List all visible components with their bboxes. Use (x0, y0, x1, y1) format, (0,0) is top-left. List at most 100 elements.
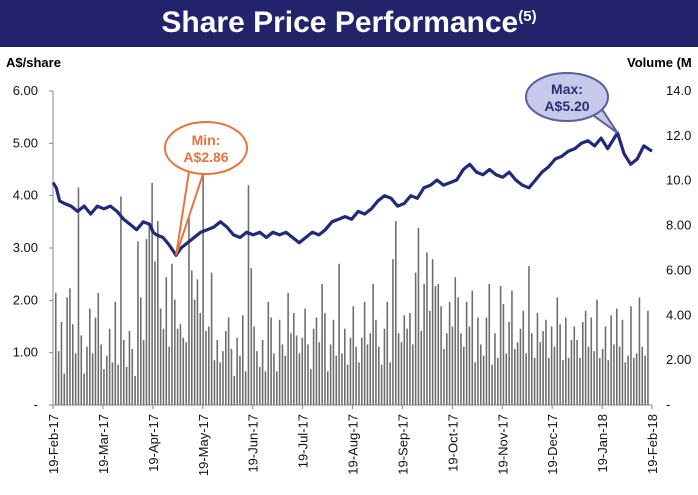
volume-bar (610, 315, 612, 405)
volume-bar (199, 313, 202, 405)
volume-bar (290, 333, 292, 405)
volume-bar (284, 355, 287, 405)
volume-bar (559, 324, 561, 405)
volume-bar (230, 348, 233, 405)
volume-bar (550, 326, 553, 405)
volume-bar (567, 357, 570, 405)
volume-bar (556, 297, 559, 405)
volume-bar (375, 319, 377, 405)
page-title: Share Price Performance(5) (0, 6, 698, 40)
volume-bar (545, 319, 547, 405)
volume-bar (154, 261, 156, 405)
volume-bar (321, 283, 323, 405)
volume-bar (604, 326, 607, 405)
y-right-axis-label: Volume (M (627, 55, 692, 70)
volume-bar (72, 324, 74, 405)
volume-bar (89, 308, 91, 405)
volume-bar (171, 263, 173, 405)
max-callout-value: A$5.20 (544, 98, 589, 114)
volume-bar (446, 333, 448, 405)
volume-bar (548, 357, 550, 405)
volume-bar (168, 346, 170, 405)
volume-bar (468, 326, 471, 405)
price-line (51, 131, 653, 257)
volume-bar (77, 187, 80, 405)
min-callout-value: A$2.86 (183, 149, 228, 165)
volume-bar (273, 353, 275, 405)
volume-bar (239, 355, 241, 405)
volume-bar (312, 328, 315, 405)
volume-bar (55, 292, 57, 405)
volume-bar (253, 326, 255, 405)
volume-bar (346, 364, 349, 405)
y-left-tick-label: 6.00 (13, 83, 38, 98)
volume-bar (270, 317, 272, 405)
y-right-tick-label: 2.00 (666, 352, 691, 367)
volume-bar (103, 369, 105, 405)
volume-bar (644, 355, 646, 405)
volume-bar (57, 351, 60, 405)
x-tick-label: 19-Aug-17 (346, 414, 361, 475)
volume-bar (579, 357, 581, 405)
volume-bar (74, 353, 77, 405)
volume-bar (417, 227, 420, 405)
volume-bar (293, 313, 295, 405)
volume-bar (324, 313, 326, 405)
volume-bar (185, 342, 187, 405)
y-left-tick-label: 4.00 (13, 188, 38, 203)
volume-bar (148, 225, 151, 405)
volume-bar (162, 328, 165, 405)
volume-bar (267, 301, 270, 405)
volume-bar (307, 344, 309, 405)
volume-bar (233, 375, 236, 405)
volume-bar (100, 344, 102, 405)
volume-bar (80, 335, 83, 405)
volume-bar (460, 333, 462, 405)
volume-bar (287, 292, 289, 405)
volume-bar (63, 373, 66, 405)
volume-bar (641, 346, 644, 405)
y-right-tick-label: 6.00 (666, 262, 691, 277)
volume-bar (250, 268, 253, 405)
volume-bar (590, 317, 593, 405)
volume-bar (497, 357, 499, 405)
volume-bar (159, 308, 162, 405)
volume-bar (533, 357, 536, 405)
volume-bar (502, 304, 505, 405)
y-left-tick-label: 5.00 (13, 135, 38, 150)
volume-bar (358, 362, 360, 405)
volume-bar (511, 290, 513, 405)
y-right-tick-label: 10.0 (666, 173, 691, 188)
volume-bar (111, 362, 114, 405)
volume-bar (412, 344, 414, 405)
volume-bar (94, 317, 97, 405)
volume-bar (508, 322, 510, 405)
y-right-tick-label: 12.0 (666, 128, 691, 143)
volume-bar (91, 353, 94, 405)
x-tick-label: 19-Jul-17 (296, 414, 311, 468)
min-callout-bubble (164, 121, 248, 175)
volume-bar (151, 182, 153, 405)
volume-bar (174, 299, 176, 405)
volume-bar (140, 297, 142, 405)
volume-bar (298, 353, 301, 405)
volume-bar (431, 259, 434, 405)
volume-bar (259, 366, 261, 405)
x-tick-label: 19-Feb-18 (645, 414, 660, 474)
volume-bar (485, 317, 488, 405)
volume-bar (227, 317, 230, 405)
volume-bar (60, 322, 63, 405)
y-left-tick-label: 1.00 (13, 345, 38, 360)
volume-bar (647, 310, 649, 405)
volume-bar (386, 301, 389, 405)
y-right-tick-label: - (666, 397, 670, 412)
min-callout-label: Min: (192, 132, 221, 148)
volume-bar (528, 265, 530, 405)
volume-bar (236, 337, 238, 405)
volume-bar (97, 292, 100, 405)
volume-bar (519, 328, 522, 405)
volume-bar (261, 339, 264, 405)
volume-bar (117, 364, 119, 405)
volume-bar (142, 339, 145, 405)
volume-bar (380, 364, 383, 405)
